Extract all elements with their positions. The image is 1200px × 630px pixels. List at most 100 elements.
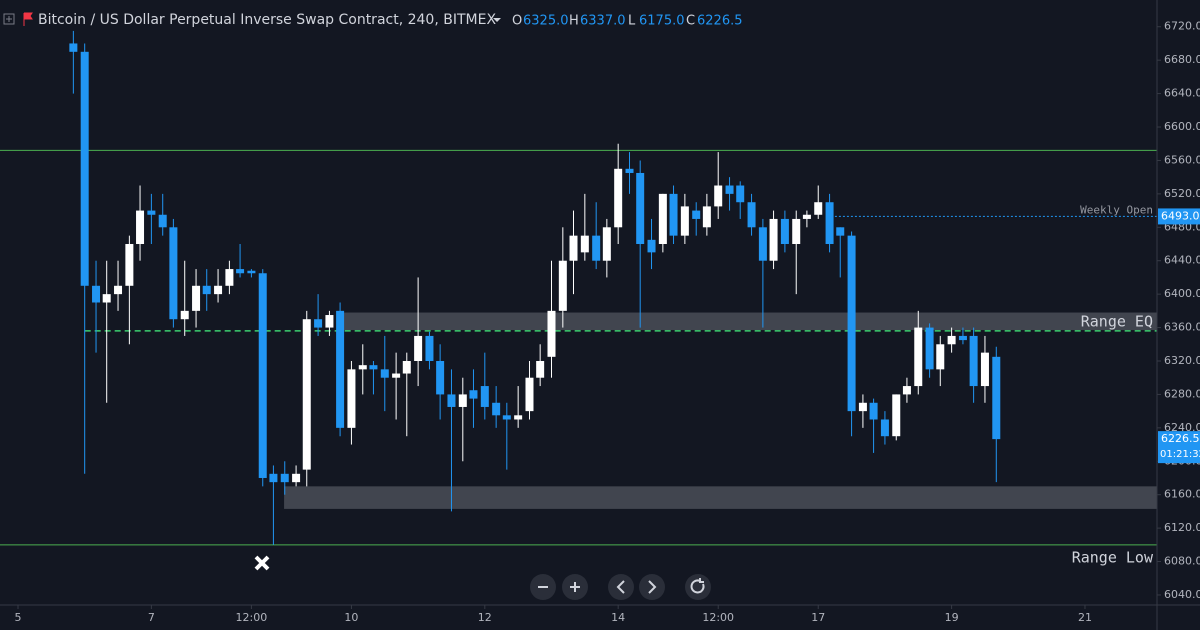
y-tick-label: 6720.0 bbox=[1164, 20, 1200, 33]
candle-body bbox=[369, 365, 378, 370]
candle-body bbox=[536, 360, 545, 378]
candle-body bbox=[780, 218, 789, 245]
candle-body bbox=[492, 402, 501, 416]
ohlc-key: C bbox=[686, 14, 695, 29]
candle-body bbox=[358, 365, 367, 370]
candle-body bbox=[936, 344, 945, 370]
title-dropdown[interactable] bbox=[493, 18, 501, 22]
ohlc-value: 6337.0 bbox=[580, 14, 626, 29]
candle-body bbox=[80, 51, 89, 286]
candle-body bbox=[714, 185, 723, 207]
x-tick-label: 5 bbox=[15, 611, 22, 624]
candle-body bbox=[858, 402, 867, 412]
y-tick-label: 6520.0 bbox=[1164, 187, 1200, 200]
candle-body bbox=[236, 269, 245, 274]
x-tick-label: 12 bbox=[478, 611, 492, 624]
candle-body bbox=[125, 244, 134, 286]
candle-body bbox=[314, 319, 323, 328]
ohlc-key: O bbox=[512, 14, 522, 29]
candle-body bbox=[825, 202, 834, 245]
x-tick-label: 12:00 bbox=[702, 611, 734, 624]
y-tick-label: 6160.0 bbox=[1164, 488, 1200, 501]
x-marker bbox=[254, 555, 270, 571]
x-tick-label: 21 bbox=[1078, 611, 1092, 624]
last-price-label: 6226.5 bbox=[1161, 432, 1200, 445]
candle-body bbox=[192, 285, 201, 311]
level-price-label: 6493.0 bbox=[1161, 209, 1200, 222]
scroll-right-button[interactable] bbox=[639, 574, 665, 600]
scroll-left-icon bbox=[616, 580, 625, 594]
candle-body bbox=[247, 270, 256, 274]
candle-body bbox=[969, 335, 978, 387]
candle-body bbox=[925, 327, 934, 370]
y-tick-label: 6080.0 bbox=[1164, 555, 1200, 568]
candle-body bbox=[647, 239, 656, 253]
candle-body bbox=[725, 185, 734, 194]
candle-body bbox=[269, 473, 278, 483]
last-price-box bbox=[1158, 431, 1200, 464]
candle-body bbox=[814, 202, 823, 215]
y-tick-label: 6040.0 bbox=[1164, 588, 1200, 601]
candle-body bbox=[602, 227, 611, 261]
candle-body bbox=[692, 210, 701, 219]
candle-body bbox=[347, 369, 356, 428]
toolbar bbox=[530, 574, 711, 600]
reset-button[interactable] bbox=[685, 574, 711, 600]
ohlc-value: 6175.0 bbox=[639, 14, 685, 29]
candle-body bbox=[869, 402, 878, 420]
countdown-label: 01:21:32 bbox=[1160, 449, 1200, 460]
zone bbox=[340, 312, 1157, 331]
candle-body bbox=[747, 202, 756, 228]
x-tick-label: 12:00 bbox=[236, 611, 268, 624]
candle-body bbox=[114, 285, 123, 295]
candle-body bbox=[180, 310, 189, 320]
candle-body bbox=[302, 319, 311, 470]
candle-body bbox=[225, 269, 234, 286]
candle-body bbox=[147, 210, 156, 215]
x-tick-label: 17 bbox=[811, 611, 825, 624]
candle-body bbox=[669, 193, 678, 236]
candle-body bbox=[580, 235, 589, 253]
zone bbox=[284, 486, 1157, 509]
candle-body bbox=[702, 206, 711, 228]
plot-area bbox=[0, 30, 1157, 546]
candle-body bbox=[202, 285, 211, 295]
candle-body bbox=[102, 294, 111, 303]
candle-body bbox=[758, 227, 767, 261]
candle-body bbox=[325, 315, 334, 328]
candle-body bbox=[880, 419, 889, 437]
candle-body bbox=[614, 168, 623, 228]
candle-body bbox=[569, 235, 578, 261]
candle-body bbox=[158, 214, 167, 228]
x-tick-label: 14 bbox=[611, 611, 625, 624]
header: Bitcoin / US Dollar Perpetual Inverse Sw… bbox=[3, 12, 501, 28]
candle-body bbox=[425, 335, 434, 361]
scroll-right-icon bbox=[648, 580, 657, 594]
scroll-left-button[interactable] bbox=[608, 574, 634, 600]
zoom-in-icon bbox=[570, 582, 580, 592]
symbol-title[interactable]: Bitcoin / US Dollar Perpetual Inverse Sw… bbox=[38, 12, 496, 28]
candle-body bbox=[436, 360, 445, 395]
candle-body bbox=[402, 360, 411, 374]
candle-body bbox=[892, 394, 901, 437]
y-tick-label: 6560.0 bbox=[1164, 153, 1200, 166]
reset-icon bbox=[690, 578, 705, 594]
candle-body bbox=[547, 310, 556, 357]
candle-body bbox=[958, 335, 967, 341]
candle-body bbox=[836, 227, 845, 236]
x-tick-label: 10 bbox=[344, 611, 358, 624]
y-tick-label: 6400.0 bbox=[1164, 287, 1200, 300]
candle-body bbox=[458, 394, 467, 407]
x-tick-label: 7 bbox=[148, 611, 155, 624]
ohlc-key: L bbox=[628, 14, 636, 29]
y-tick-label: 6360.0 bbox=[1164, 321, 1200, 334]
candle-body bbox=[214, 285, 223, 295]
candle-body bbox=[658, 193, 667, 245]
collapse-icon[interactable] bbox=[3, 13, 15, 25]
candle-body bbox=[914, 327, 923, 387]
candle-body bbox=[736, 185, 745, 203]
candle-body bbox=[802, 214, 811, 219]
candle-body bbox=[680, 206, 689, 236]
candle-body bbox=[769, 218, 778, 261]
candle-body bbox=[980, 352, 989, 387]
